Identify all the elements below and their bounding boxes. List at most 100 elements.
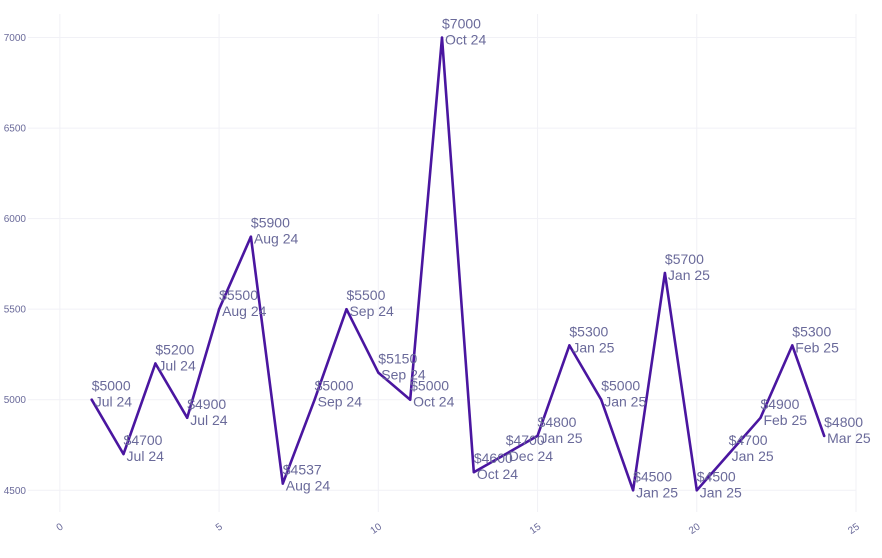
month-label: Sep 24	[381, 367, 426, 383]
data-point	[217, 307, 221, 311]
data-point	[90, 398, 93, 401]
data-point	[727, 452, 730, 456]
month-label: Jul 24	[95, 394, 133, 410]
data-point	[822, 434, 826, 438]
data-point	[759, 416, 762, 420]
price-label: $7000	[442, 16, 481, 32]
series-line-price	[90, 36, 826, 492]
data-point	[536, 434, 539, 438]
y-axis: 4500 5000 5500 6000 6500 7000	[4, 33, 27, 497]
x-axis: 0 5 10 15 20 25	[55, 521, 862, 537]
price-label: $5000	[410, 378, 449, 394]
x-tick-label: 20	[687, 521, 703, 537]
price-label: $5200	[155, 342, 194, 358]
price-label: $5700	[665, 251, 704, 267]
month-label: Dec 24	[509, 448, 554, 464]
price-label: $5900	[251, 215, 290, 231]
data-point	[440, 36, 444, 39]
month-label: Jul 24	[158, 358, 196, 374]
x-tick-label: 15	[528, 521, 544, 537]
price-label: $4900	[187, 396, 226, 412]
data-point	[600, 398, 603, 401]
data-point	[377, 371, 380, 374]
x-tick-label: 10	[369, 521, 385, 537]
data-point	[154, 362, 157, 365]
month-label: Jan 25	[668, 267, 710, 283]
price-label: $5500	[346, 287, 385, 303]
data-point	[791, 344, 794, 347]
month-label: Sep 24	[318, 394, 363, 410]
month-label: Jan 25	[572, 339, 614, 355]
x-tick-label: 25	[846, 521, 862, 537]
price-label: $4600	[474, 450, 513, 466]
price-label: $4800	[824, 414, 863, 430]
month-label: Oct 24	[413, 394, 454, 410]
data-point	[122, 452, 125, 456]
price-label: $5300	[792, 323, 831, 339]
y-tick-label: 7000	[4, 33, 27, 44]
price-label: $4500	[633, 468, 672, 484]
month-label: Oct 24	[477, 466, 518, 482]
month-label: Aug 24	[254, 231, 299, 247]
price-label: $4700	[506, 432, 545, 448]
price-label: $5300	[569, 323, 608, 339]
month-label: Sep 24	[349, 303, 394, 319]
data-point	[504, 452, 507, 456]
data-point	[663, 271, 667, 275]
data-point	[345, 307, 348, 311]
y-tick-label: 6000	[4, 214, 27, 225]
month-label: Aug 24	[222, 303, 267, 319]
price-label: $4500	[697, 468, 736, 484]
price-label: $5000	[315, 378, 354, 394]
x-tick-label: 0	[55, 521, 66, 533]
data-point	[281, 482, 284, 485]
month-label: Jul 24	[127, 448, 165, 464]
price-label: $4700	[729, 432, 768, 448]
data-point	[568, 344, 571, 347]
month-label: Aug 24	[286, 478, 331, 494]
price-label: $5500	[219, 287, 258, 303]
month-label: Jan 25	[700, 484, 742, 500]
data-point	[631, 489, 635, 492]
price-label: $4700	[124, 432, 163, 448]
month-label: Feb 25	[763, 412, 807, 428]
price-label: $4900	[760, 396, 799, 412]
data-point	[695, 489, 698, 492]
y-tick-label: 5500	[4, 305, 27, 316]
month-label: Oct 24	[445, 32, 486, 48]
y-tick-label: 5000	[4, 395, 27, 406]
y-tick-label: 6500	[4, 124, 27, 135]
month-label: Jan 25	[541, 430, 583, 446]
month-label: Jan 25	[732, 448, 774, 464]
series	[90, 36, 826, 492]
y-tick-label: 4500	[4, 486, 27, 497]
data-point	[249, 235, 253, 238]
month-label: Mar 25	[827, 430, 871, 446]
x-tick-label: 5	[214, 521, 225, 533]
month-label: Jan 25	[636, 484, 678, 500]
data-point	[472, 470, 476, 474]
